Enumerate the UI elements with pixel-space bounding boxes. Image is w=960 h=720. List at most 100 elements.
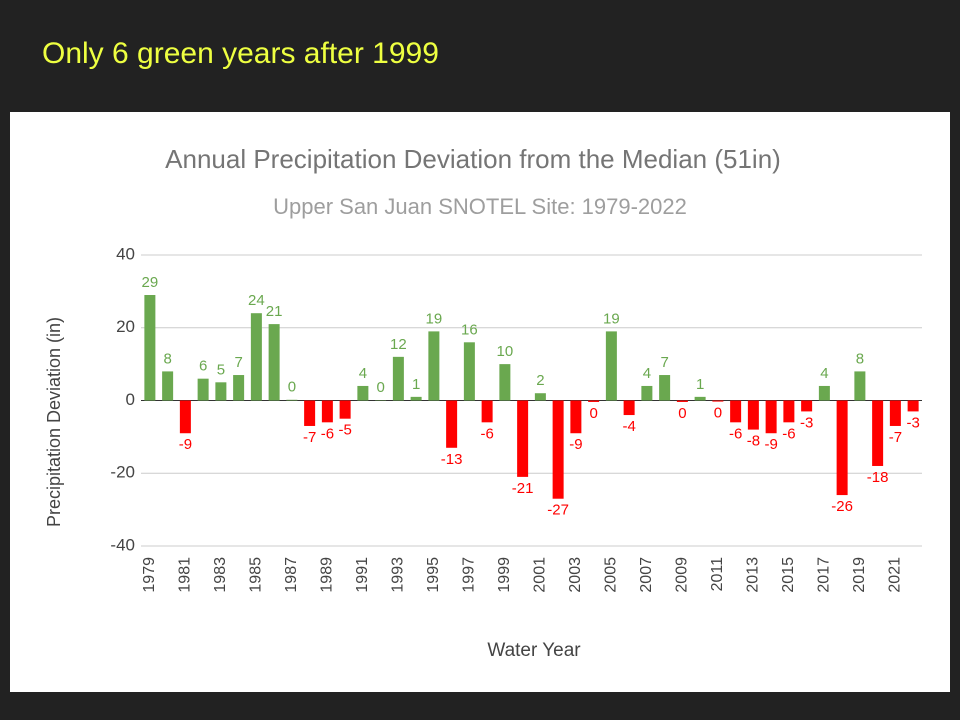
slide-title: Only 6 green years after 1999: [42, 37, 439, 70]
data-label: 10: [497, 343, 514, 360]
bar: [659, 375, 671, 401]
bar: [410, 396, 422, 401]
bar: [801, 400, 813, 412]
bar: [534, 393, 546, 401]
x-tick-label: 2015: [780, 557, 797, 593]
data-label: 7: [660, 354, 668, 371]
data-label: -6: [321, 425, 334, 442]
x-tick-label: 1983: [212, 557, 229, 593]
data-label: 21: [266, 303, 283, 320]
data-label: -4: [622, 418, 635, 435]
bar: [605, 331, 617, 401]
data-label: -6: [782, 425, 795, 442]
data-label: 29: [142, 274, 159, 291]
bar: [570, 400, 582, 434]
data-label: 19: [426, 310, 443, 327]
data-label: 1: [412, 376, 420, 393]
data-label: 8: [163, 350, 171, 367]
bar: [499, 364, 511, 401]
data-label: -18: [867, 469, 889, 486]
x-tick-label: 1985: [248, 557, 265, 593]
x-tick-label: 2017: [816, 557, 833, 593]
data-label: -3: [906, 414, 919, 431]
data-label: -27: [547, 502, 569, 519]
data-label: -3: [800, 414, 813, 431]
bar: [304, 400, 316, 426]
y-tick-label: 20: [116, 317, 135, 336]
data-label: -13: [441, 451, 463, 468]
x-tick-label: 2007: [638, 557, 655, 593]
x-tick-label: 1987: [283, 557, 300, 593]
bar: [339, 400, 351, 419]
x-tick-label: 1999: [496, 557, 513, 593]
bar: [872, 400, 884, 466]
bar: [321, 400, 333, 423]
bar: [836, 400, 848, 496]
bar: [747, 400, 759, 430]
data-label: -9: [179, 436, 192, 453]
data-label: 8: [856, 350, 864, 367]
chart-subtitle: Upper San Juan SNOTEL Site: 1979-2022: [273, 194, 687, 219]
x-tick-label: 1979: [141, 557, 158, 593]
bar: [268, 324, 280, 401]
bar: [783, 400, 795, 423]
bar: [712, 400, 724, 402]
bar: [286, 399, 298, 401]
y-tick-label: -40: [110, 535, 135, 554]
bar: [854, 371, 866, 401]
bar: [428, 331, 440, 401]
bar: [481, 400, 493, 423]
bar: [588, 400, 600, 402]
x-tick-label: 2001: [532, 557, 549, 593]
bar: [392, 356, 404, 401]
chart-title: Annual Precipitation Deviation from the …: [165, 144, 781, 174]
y-tick-label: 0: [126, 390, 135, 409]
data-label: 19: [603, 310, 620, 327]
data-label: -6: [480, 425, 493, 442]
data-label: 1: [696, 376, 704, 393]
bar: [197, 378, 209, 401]
data-label: 0: [678, 405, 686, 422]
x-tick-label: 1989: [319, 557, 336, 593]
bar: [463, 342, 475, 401]
bar: [676, 400, 688, 402]
bar: [694, 396, 706, 401]
bar: [162, 371, 174, 401]
data-label: -26: [831, 498, 853, 515]
data-label: 4: [820, 365, 828, 382]
bar: [765, 400, 777, 434]
data-label: 2: [536, 372, 544, 389]
bar: [889, 400, 901, 426]
data-label: 24: [248, 292, 265, 309]
x-tick-label: 2009: [674, 557, 691, 593]
x-tick-label: 1981: [177, 557, 194, 593]
data-label: 12: [390, 336, 407, 353]
bar: [907, 400, 919, 412]
bar: [357, 385, 369, 401]
data-label: -9: [569, 436, 582, 453]
data-label: 0: [376, 379, 384, 396]
bar: [215, 382, 227, 401]
x-tick-label: 2013: [745, 557, 762, 593]
bar: [446, 400, 458, 448]
bar: [250, 313, 262, 401]
data-label: 0: [714, 405, 722, 422]
data-label: -7: [889, 429, 902, 446]
x-tick-label: 1993: [390, 557, 407, 593]
y-axis-label: Precipitation Deviation (in): [44, 317, 64, 527]
data-label: 0: [288, 379, 296, 396]
bar: [144, 295, 156, 401]
data-label: 5: [217, 361, 225, 378]
x-tick-label: 2019: [851, 557, 868, 593]
x-tick-label: 2003: [567, 557, 584, 593]
data-label: -9: [764, 436, 777, 453]
data-label: 16: [461, 321, 478, 338]
data-label: 4: [359, 365, 367, 382]
x-tick-label: 2005: [603, 557, 620, 593]
x-tick-label: 1995: [425, 557, 442, 593]
data-label: 6: [199, 358, 207, 375]
x-tick-label: 1997: [461, 557, 478, 593]
bar: [641, 385, 653, 401]
bar: [517, 400, 529, 477]
